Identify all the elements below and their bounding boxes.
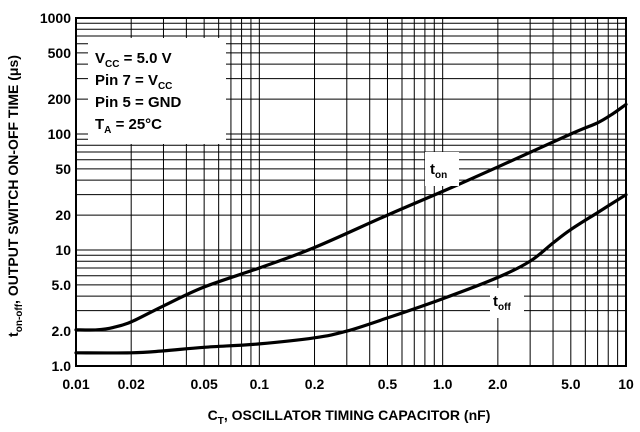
y-tick-label: 500 [48, 45, 72, 61]
y-tick-label: 10 [55, 242, 71, 258]
x-axis-label: CT, OSCILLATOR TIMING CAPACITOR (nF) [208, 407, 491, 427]
condition-line: Pin 7 = VCC [95, 72, 172, 92]
t-off-series-label: toff [490, 288, 524, 318]
y-tick-label: 200 [48, 91, 72, 107]
series-line-t-on [74, 102, 628, 332]
conditions-box-background [88, 38, 226, 144]
x-tick-label: 0.02 [118, 376, 145, 392]
condition-line: Pin 5 = GND [95, 94, 181, 111]
x-tick-label: 0.01 [62, 376, 89, 392]
series-line-t-off [74, 193, 628, 355]
y-tick-label: 50 [55, 161, 71, 177]
condition-line: TA = 25°C [95, 116, 162, 136]
plot-frame [75, 17, 627, 367]
series-layer [74, 102, 628, 355]
x-tick-label: 0.2 [305, 376, 325, 392]
x-tick-label: 1.0 [433, 376, 453, 392]
t-on-label: ton [430, 161, 447, 181]
x-tick-label: 5.0 [561, 376, 581, 392]
y-tick-label: 5.0 [52, 277, 72, 293]
condition-line: VCC = 5.0 V [95, 50, 172, 70]
x-tick-labels: 0.01 0.02 0.05 0.1 0.2 0.5 1.0 2.0 5.0 10 [62, 376, 634, 392]
t-on-label-background [425, 152, 459, 186]
t-off-label-background [490, 288, 524, 318]
y-tick-label: 1000 [40, 10, 71, 26]
y-axis-label: ton-off, OUTPUT SWITCH ON-OFF TIME (μs) [5, 55, 25, 337]
x-tick-label: 0.1 [250, 376, 270, 392]
y-tick-label: 1.0 [52, 358, 72, 374]
x-tick-label: 2.0 [488, 376, 508, 392]
t-off-label: toff [493, 293, 511, 313]
t-on-series-label: ton [425, 152, 459, 186]
y-tick-label: 2.0 [52, 323, 72, 339]
x-tick-label: 0.5 [378, 376, 398, 392]
x-tick-label: 0.05 [191, 376, 218, 392]
y-tick-label: 20 [55, 207, 71, 223]
y-tick-labels: 1.0 2.0 5.0 10 20 50 100 200 500 1000 [40, 10, 71, 374]
y-tick-label: 100 [48, 126, 72, 142]
x-tick-label: 10 [618, 376, 634, 392]
